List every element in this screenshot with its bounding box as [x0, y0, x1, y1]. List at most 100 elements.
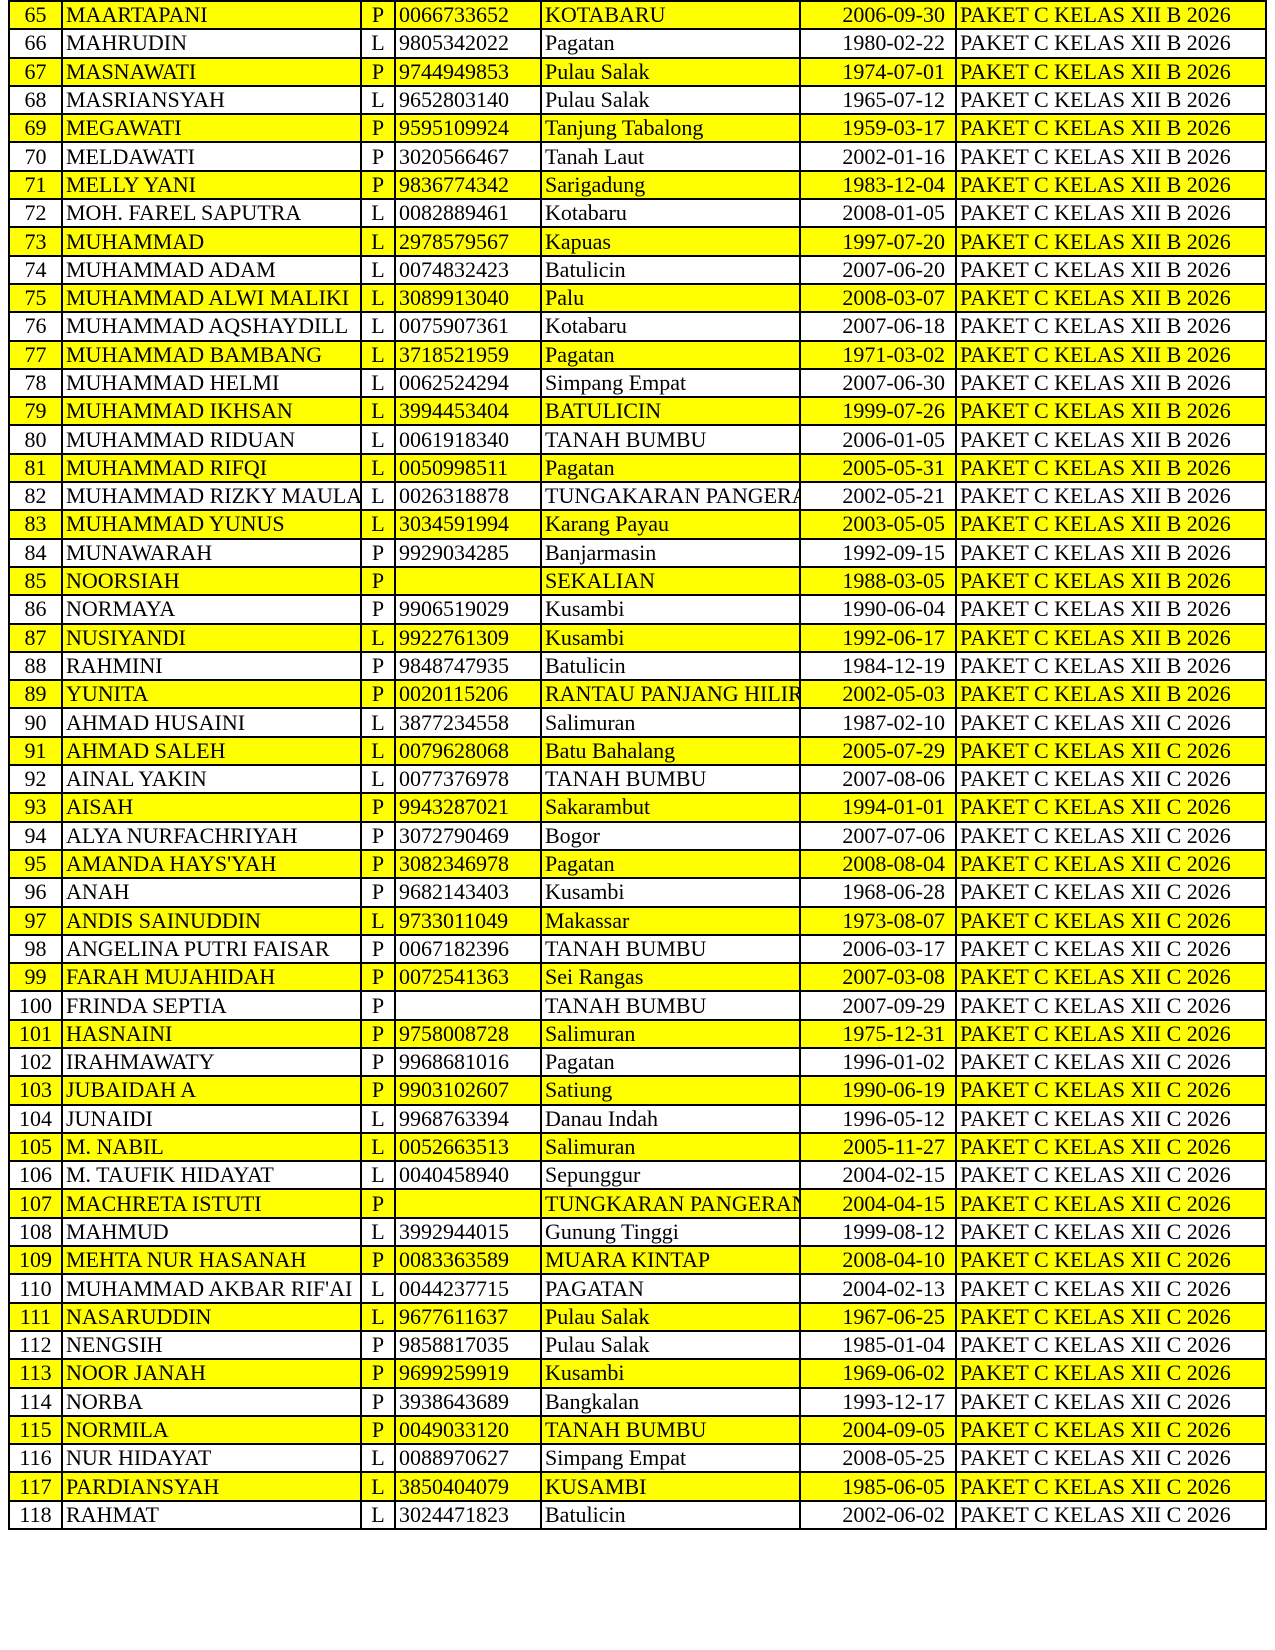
student-id-cell: 9943287021: [394, 792, 542, 823]
table-row: 67 MASNAWATI P 9744949853 Pulau Salak 1974-07…: [8, 56, 1267, 87]
student-id-cell: 0040458940: [394, 1160, 542, 1191]
table-row: 100 FRINDA SEPTIA P TANAH BUMBU 2007-09-29 PA…: [8, 990, 1267, 1021]
class-name-cell: PAKET C KELAS XII C 2026: [955, 1499, 1267, 1531]
class-name-cell: PAKET C KELAS XII B 2026: [955, 282, 1267, 314]
table-row: 110 MUHAMMAD AKBAR RIF'AI L 0044237715 PAGAT…: [8, 1273, 1267, 1304]
student-name-cell: MUHAMMAD ALWI MALIKI: [61, 282, 362, 314]
row-number-cell: 71: [8, 169, 63, 201]
birthplace-cell: Salimuran: [540, 707, 801, 738]
gender-cell: L: [360, 452, 396, 484]
student-name-cell: MUHAMMAD RIDUAN: [61, 424, 362, 455]
student-id-cell: 0050998511: [394, 452, 542, 484]
student-id-cell: 3082346978: [394, 848, 542, 880]
row-number-cell: 86: [8, 594, 63, 625]
student-name-cell: MEHTA NUR HASANAH: [61, 1245, 362, 1276]
class-name-cell: PAKET C KELAS XII C 2026: [955, 1160, 1267, 1191]
table-body: 65 MAARTAPANI P 0066733652 KOTABARU 2006-09-3…: [8, 0, 1267, 1531]
gender-cell: L: [360, 764, 396, 795]
birthdate-cell: 2002-05-03: [799, 679, 957, 710]
student-id-cell: 0061918340: [394, 424, 542, 455]
gender-cell: P: [360, 594, 396, 625]
student-id-cell: 9677611637: [394, 1301, 542, 1332]
table-row: 91 AHMAD SALEH L 0079628068 Batu Bahalang 200…: [8, 735, 1267, 767]
birthdate-cell: 1996-05-12: [799, 1103, 957, 1134]
student-id-cell: 0067182396: [394, 933, 542, 965]
birthdate-cell: 2007-09-29: [799, 990, 957, 1021]
birthdate-cell: 1985-01-04: [799, 1329, 957, 1361]
birthdate-cell: 1987-02-10: [799, 707, 957, 738]
birthplace-cell: Gunung Tinggi: [540, 1216, 801, 1248]
class-name-cell: PAKET C KELAS XII B 2026: [955, 141, 1267, 172]
birthplace-cell: Bangkalan: [540, 1386, 801, 1417]
student-name-cell: MUNAWARAH: [61, 537, 362, 568]
gender-cell: L: [360, 1131, 396, 1163]
gender-cell: L: [360, 1160, 396, 1191]
gender-cell: L: [360, 1216, 396, 1248]
table-row: 105 M. NABIL L 0052663513 Salimuran 2005-11-2…: [8, 1131, 1267, 1163]
class-name-cell: PAKET C KELAS XII B 2026: [955, 481, 1267, 512]
birthdate-cell: 1994-01-01: [799, 792, 957, 823]
birthdate-cell: 1968-06-28: [799, 877, 957, 908]
gender-cell: P: [360, 1245, 396, 1276]
student-name-cell: MAHRUDIN: [61, 28, 362, 59]
student-name-cell: RAHMAT: [61, 1499, 362, 1531]
student-id-cell: 0088970627: [394, 1443, 542, 1474]
class-name-cell: PAKET C KELAS XII B 2026: [955, 113, 1267, 144]
table-row: 104 JUNAIDI L 9968763394 Danau Indah 1996-05-…: [8, 1103, 1267, 1134]
birthplace-cell: Sei Rangas: [540, 962, 801, 993]
table-row: 115 NORMILA P 0049033120 TANAH BUMBU 2004-09-…: [8, 1414, 1267, 1446]
row-number-cell: 82: [8, 481, 63, 512]
table-row: 96 ANAH P 9682143403 Kusambi 1968-06-28 PAKET …: [8, 877, 1267, 908]
student-name-cell: MUHAMMAD YUNUS: [61, 509, 362, 540]
student-name-cell: MUHAMMAD: [61, 226, 362, 257]
student-name-cell: JUNAIDI: [61, 1103, 362, 1134]
table-row: 111 NASARUDDIN L 9677611637 Pulau Salak 1967-…: [8, 1301, 1267, 1332]
student-name-cell: MUHAMMAD AKBAR RIF'AI: [61, 1273, 362, 1304]
table-row: 95 AMANDA HAYS'YAH P 3082346978 Pagatan 2008-…: [8, 848, 1267, 880]
row-number-cell: 66: [8, 28, 63, 59]
gender-cell: P: [360, 1018, 396, 1049]
birthdate-cell: 2006-01-05: [799, 424, 957, 455]
gender-cell: L: [360, 311, 396, 342]
birthplace-cell: Tanah Laut: [540, 141, 801, 172]
table-row: 73 MUHAMMAD L 2978579567 Kapuas 1997-07-20 PAK…: [8, 226, 1267, 257]
gender-cell: L: [360, 198, 396, 229]
birthplace-cell: Makassar: [540, 905, 801, 936]
row-number-cell: 78: [8, 367, 63, 399]
student-name-cell: MUHAMMAD ADAM: [61, 254, 362, 285]
table-row: 118 RAHMAT L 3024471823 Batulicin 2002-06-02 P…: [8, 1499, 1267, 1531]
row-number-cell: 90: [8, 707, 63, 738]
birthdate-cell: 2006-03-17: [799, 933, 957, 965]
birthdate-cell: 2006-09-30: [799, 0, 957, 31]
table-row: 82 MUHAMMAD RIZKY MAULA L 0026318878 TUNGAKA…: [8, 481, 1267, 512]
row-number-cell: 77: [8, 339, 63, 370]
birthdate-cell: 2007-07-06: [799, 820, 957, 851]
birthplace-cell: Kusambi: [540, 594, 801, 625]
gender-cell: P: [360, 792, 396, 823]
birthdate-cell: 2002-01-16: [799, 141, 957, 172]
birthplace-cell: Salimuran: [540, 1131, 801, 1163]
class-name-cell: PAKET C KELAS XII B 2026: [955, 169, 1267, 201]
birthplace-cell: Kotabaru: [540, 198, 801, 229]
student-table: 65 MAARTAPANI P 0066733652 KOTABARU 2006-09-3…: [8, 0, 1267, 1531]
birthdate-cell: 1988-03-05: [799, 565, 957, 597]
gender-cell: P: [360, 1075, 396, 1106]
gender-cell: P: [360, 679, 396, 710]
table-row: 69 MEGAWATI P 9595109924 Tanjung Tabalong 195…: [8, 113, 1267, 144]
row-number-cell: 94: [8, 820, 63, 851]
row-number-cell: 109: [8, 1245, 63, 1276]
class-name-cell: PAKET C KELAS XII C 2026: [955, 764, 1267, 795]
birthdate-cell: 1984-12-19: [799, 650, 957, 682]
student-id-cell: 3994453404: [394, 396, 542, 427]
row-number-cell: 104: [8, 1103, 63, 1134]
table-row: 81 MUHAMMAD RIFQI L 0050998511 Pagatan 2005-0…: [8, 452, 1267, 484]
birthplace-cell: Simpang Empat: [540, 367, 801, 399]
class-name-cell: PAKET C KELAS XII C 2026: [955, 707, 1267, 738]
birthplace-cell: Batulicin: [540, 1499, 801, 1531]
student-name-cell: MUHAMMAD RIFQI: [61, 452, 362, 484]
row-number-cell: 88: [8, 650, 63, 682]
gender-cell: L: [360, 481, 396, 512]
row-number-cell: 116: [8, 1443, 63, 1474]
class-name-cell: PAKET C KELAS XII B 2026: [955, 56, 1267, 87]
student-id-cell: 9758008728: [394, 1018, 542, 1049]
